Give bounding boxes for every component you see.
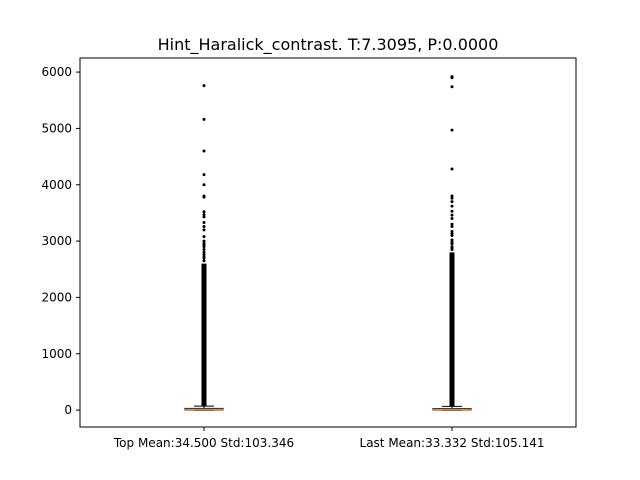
outlier-point [202, 183, 206, 187]
x-tick-label: Last Mean:33.332 Std:105.141 [360, 436, 545, 450]
outlier-point [202, 117, 206, 121]
outlier-point [450, 232, 454, 236]
outlier-point [450, 230, 454, 234]
outlier-point [202, 241, 206, 245]
outlier-point [202, 259, 206, 263]
outlier-point [202, 228, 206, 232]
x-tick-label: Top Mean:34.500 Std:103.346 [113, 436, 294, 450]
outlier-point [202, 224, 206, 228]
outlier-point [202, 248, 206, 252]
y-axis: 0 1000 2000 3000 4000 5000 6000 [41, 65, 80, 417]
x-axis: Top Mean:34.500 Std:103.346 Last Mean:33.… [113, 427, 545, 450]
outlier-point [202, 255, 206, 259]
outlier-point [450, 196, 454, 200]
outlier-point [202, 239, 206, 243]
y-tick-label: 6000 [41, 65, 72, 79]
outlier-point [450, 167, 454, 171]
box-group-1 [184, 84, 224, 411]
outlier-point [450, 245, 454, 249]
outlier-point [450, 217, 454, 221]
outlier-point [450, 224, 454, 228]
y-tick-label: 0 [64, 403, 72, 417]
outlier-point [450, 128, 454, 132]
outlier-point [450, 209, 454, 213]
y-tick-label: 5000 [41, 121, 72, 135]
y-tick-label: 2000 [41, 290, 72, 304]
outlier-point [202, 149, 206, 153]
outlier-point [450, 85, 454, 89]
y-tick-label: 1000 [41, 347, 72, 361]
outlier-point [450, 238, 454, 242]
outlier-point [450, 240, 454, 244]
outlier-point [450, 222, 454, 226]
plot-area [184, 75, 472, 411]
outlier-point [202, 84, 206, 88]
outlier-point [202, 250, 206, 254]
outlier-point [450, 213, 454, 217]
outlier-point [450, 75, 454, 79]
box-group-2 [432, 75, 472, 411]
outlier-point [202, 253, 206, 257]
outlier-point [450, 204, 454, 208]
chart-title: Hint_Haralick_contrast. T:7.3095, P:0.00… [158, 35, 499, 55]
outlier-point [202, 194, 206, 198]
outlier-point [202, 210, 206, 214]
outlier-point [202, 221, 206, 225]
outlier-point [202, 235, 206, 239]
y-tick-label: 3000 [41, 234, 72, 248]
axes-frame [79, 57, 577, 428]
outlier-point [202, 213, 206, 217]
outlier-point [202, 173, 206, 177]
outlier-point [450, 194, 454, 198]
outlier-point [202, 215, 206, 219]
y-tick-label: 4000 [41, 178, 72, 192]
outlier-point [450, 200, 454, 204]
